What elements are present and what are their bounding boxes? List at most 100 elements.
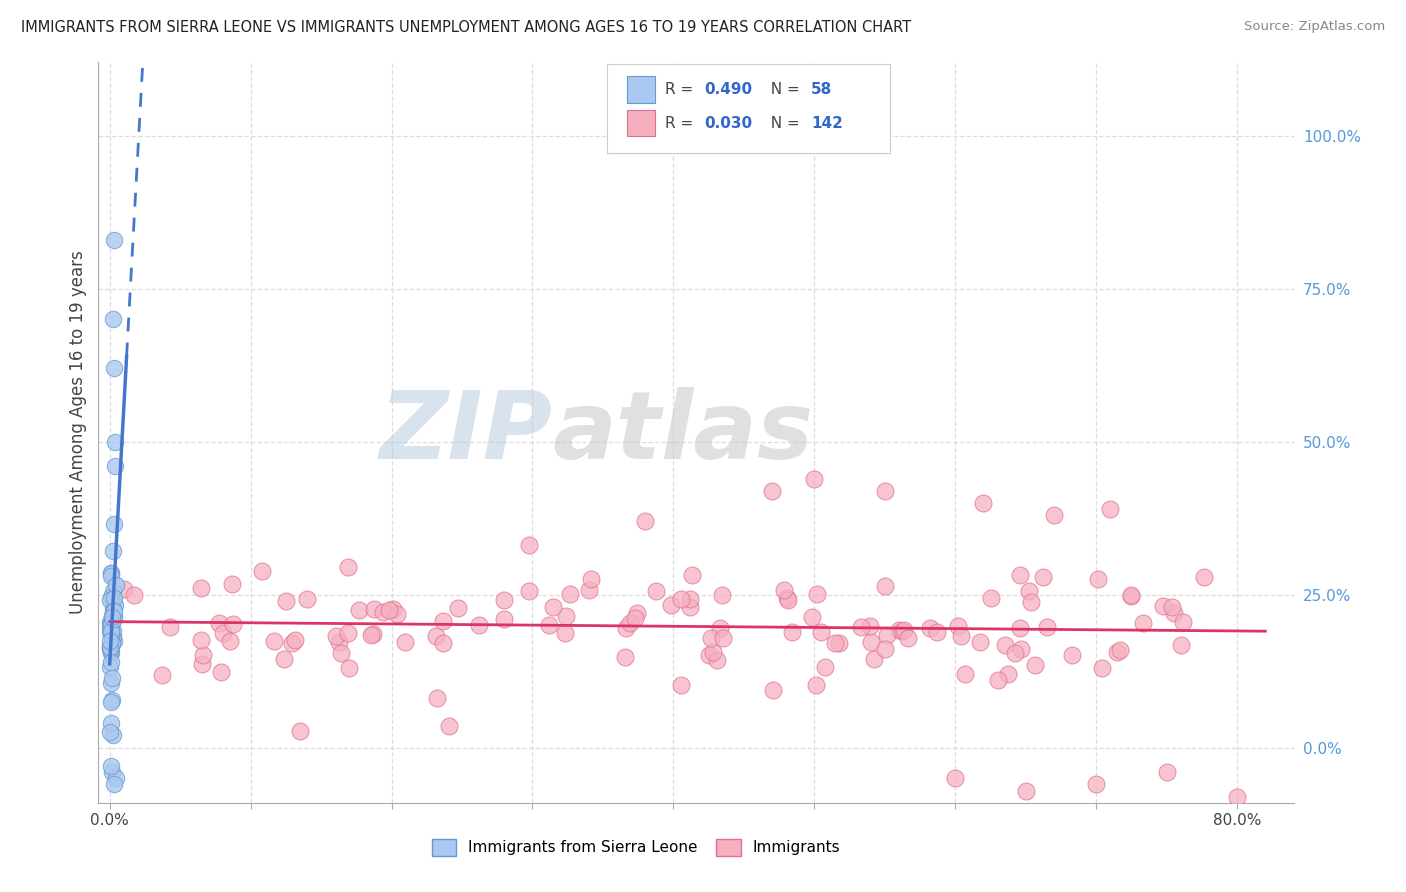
Point <box>579 572 602 586</box>
Point <box>103 516 125 531</box>
Point <box>678 599 700 614</box>
Point <box>101 312 124 326</box>
Point <box>578 583 600 598</box>
Point <box>803 471 825 485</box>
Point <box>101 632 124 646</box>
Point <box>190 657 212 671</box>
Point <box>1032 570 1054 584</box>
Point <box>1085 777 1108 791</box>
Point <box>98 640 121 654</box>
Point <box>328 634 350 648</box>
Point <box>280 636 302 650</box>
Point <box>103 612 125 626</box>
Point <box>98 615 121 629</box>
Point <box>101 635 124 649</box>
Point <box>873 483 896 498</box>
Point <box>893 623 915 637</box>
Point <box>541 600 564 615</box>
Point <box>363 602 385 616</box>
Point <box>103 777 125 791</box>
Point <box>98 618 121 632</box>
Point <box>101 624 124 639</box>
Point <box>814 660 837 674</box>
Point <box>371 605 394 619</box>
Point <box>105 578 128 592</box>
Point <box>1163 606 1185 620</box>
Point <box>1024 657 1046 672</box>
Point <box>997 667 1019 681</box>
Point <box>702 645 724 659</box>
Point <box>1173 615 1195 629</box>
Point <box>325 629 347 643</box>
Point <box>1015 783 1038 797</box>
Point <box>804 678 827 692</box>
Point <box>517 584 540 599</box>
Point <box>994 638 1017 652</box>
Point <box>209 665 232 679</box>
Point <box>101 614 124 628</box>
Point <box>558 587 581 601</box>
Point <box>263 633 285 648</box>
Point <box>347 603 370 617</box>
Point <box>711 631 734 645</box>
Point <box>100 626 122 640</box>
Point <box>679 592 702 607</box>
Point <box>1121 588 1143 602</box>
Point <box>697 648 720 662</box>
Point <box>250 564 273 578</box>
Point <box>274 594 297 608</box>
Point <box>1021 595 1043 609</box>
Point <box>432 614 454 628</box>
Point <box>381 602 404 616</box>
Point <box>100 693 122 707</box>
Point <box>100 591 122 605</box>
Point <box>810 624 832 639</box>
Point <box>211 626 233 640</box>
Point <box>1043 508 1066 523</box>
Point <box>772 582 794 597</box>
Point <box>972 496 994 510</box>
Point <box>159 620 181 634</box>
Point <box>222 616 245 631</box>
Point <box>949 629 972 643</box>
Point <box>101 604 124 618</box>
Point <box>1108 642 1130 657</box>
Y-axis label: Unemployment Among Ages 16 to 19 years: Unemployment Among Ages 16 to 19 years <box>69 251 87 615</box>
Point <box>426 691 449 706</box>
Point <box>494 593 516 607</box>
Point <box>101 544 124 558</box>
Point <box>100 716 122 731</box>
Point <box>288 723 311 738</box>
Point <box>873 642 896 657</box>
Point <box>104 772 127 786</box>
Point <box>1121 590 1143 604</box>
Point <box>190 582 212 596</box>
Point <box>553 626 575 640</box>
Point <box>150 668 173 682</box>
Point <box>103 361 125 376</box>
Point <box>190 632 212 647</box>
Point <box>103 591 125 605</box>
Point <box>555 608 578 623</box>
Point <box>100 609 122 624</box>
Point <box>943 772 966 786</box>
Point <box>1091 661 1114 675</box>
Point <box>1010 642 1032 657</box>
Point <box>1192 570 1215 584</box>
Point <box>103 233 125 247</box>
Point <box>860 635 883 649</box>
Point <box>897 632 920 646</box>
Point <box>980 591 1002 605</box>
Text: IMMIGRANTS FROM SIERRA LEONE VS IMMIGRANTS UNEMPLOYMENT AMONG AGES 16 TO 19 YEAR: IMMIGRANTS FROM SIERRA LEONE VS IMMIGRAN… <box>21 20 911 35</box>
Point <box>103 609 125 624</box>
Point <box>887 623 910 637</box>
Point <box>101 630 124 644</box>
Point <box>191 648 214 662</box>
Point <box>709 621 731 635</box>
Point <box>100 765 122 780</box>
Point <box>859 619 882 633</box>
Point <box>101 671 124 685</box>
Point <box>776 591 799 605</box>
Text: atlas: atlas <box>553 386 814 479</box>
Point <box>273 652 295 666</box>
